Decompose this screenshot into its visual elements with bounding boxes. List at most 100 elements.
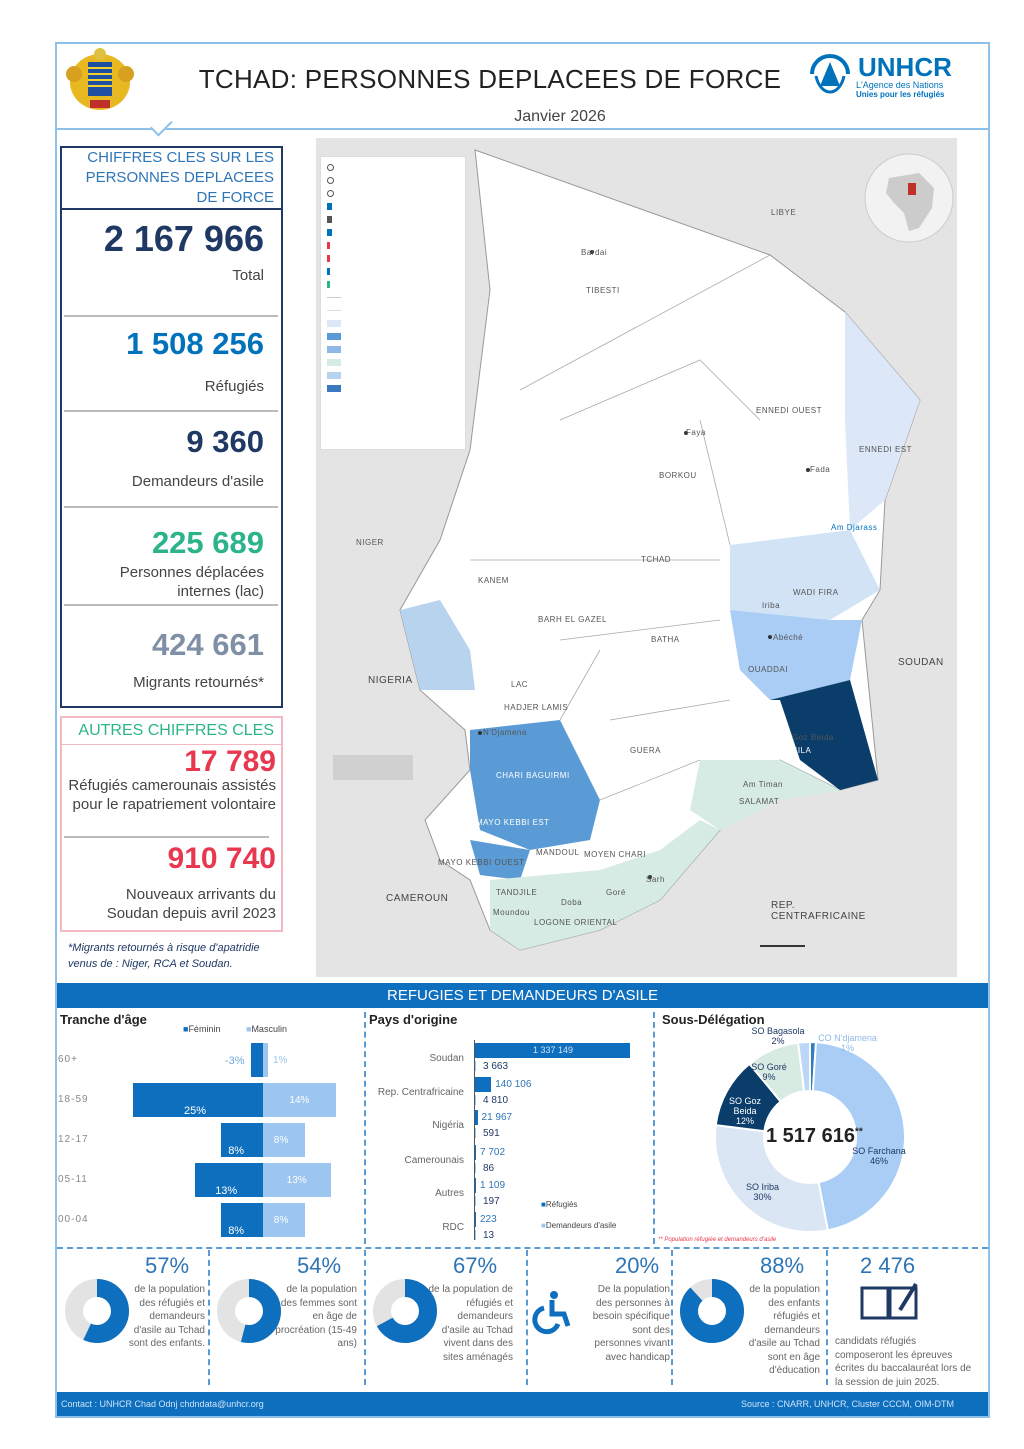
map-label: Bardai	[581, 248, 608, 257]
refugee-bar	[475, 1145, 476, 1160]
map-shapes	[333, 149, 921, 951]
unhcr-logo: UNHCR L'Agence des Nations Unies pour le…	[808, 52, 968, 102]
footer-bar: Contact : UNHCR Chad Odnj chdndata@unhcr…	[57, 1392, 988, 1416]
refugee-value: 21 967	[481, 1112, 513, 1123]
age-label: 12-17	[58, 1134, 89, 1145]
asylum-seekers-value: 9 360	[186, 424, 264, 459]
asylum-bar	[475, 1095, 476, 1105]
map-label: SALAMAT	[739, 797, 780, 806]
map-label: ENNEDI EST	[859, 445, 913, 454]
map-label: BARH EL GAZEL	[538, 615, 607, 624]
refugees-section-header: REFUGIES ET DEMANDEURS D'ASILE	[57, 983, 988, 1008]
region-sila	[770, 680, 878, 790]
legend-refugees: ■Réfugiés	[541, 1200, 578, 1209]
legend-asylum: ■Demandeurs d'asile	[541, 1221, 617, 1230]
female-bar-label: 8%	[228, 1145, 245, 1157]
map-label: KANEM	[478, 576, 509, 585]
unhcr-emblem-icon	[810, 54, 850, 94]
refugee-bar	[475, 1212, 476, 1227]
map-label: SILA	[792, 746, 812, 755]
asylum-value: 4 810	[483, 1095, 509, 1106]
region-borders	[470, 254, 771, 801]
female-bar	[221, 1123, 263, 1157]
map-label: LAC	[511, 680, 529, 689]
map-label: NIGERIA	[368, 675, 413, 686]
stat-donut-icon	[680, 1279, 744, 1343]
slice-label: SO Iriba 30%	[745, 1182, 779, 1202]
country-label: Nigéria	[432, 1120, 464, 1131]
country-label: Autres	[435, 1188, 464, 1199]
returnees-footnote: *Migrants retournés à risque d'apatridie…	[68, 942, 260, 970]
divider	[208, 1250, 210, 1385]
origin-chart-title: Pays d'origine	[369, 1012, 458, 1027]
country-label: Camerounais	[404, 1155, 464, 1166]
stat-text: de la population des femmes sont en âge …	[275, 1284, 357, 1349]
map-label: GUERA	[630, 746, 661, 755]
stat-value: 54%	[297, 1253, 342, 1278]
chad-coat-of-arms-icon	[66, 48, 134, 110]
chad-map[interactable]: LIBYE Bardai TIBESTI ENNEDI EST ENNEDI O…	[316, 138, 957, 977]
map-label: Abéché	[773, 633, 804, 642]
country-label: Rep. Centrafricaine	[377, 1087, 464, 1098]
total-label: Total	[232, 267, 264, 284]
stat-text: De la population des personnes à besoin …	[592, 1284, 670, 1363]
logo-subtitle: L'Agence des Nations	[856, 80, 944, 90]
map-label: Moundou	[493, 908, 530, 917]
slice-label: SO Goz Beida 12%	[728, 1096, 761, 1126]
age-chart-title: Tranche d'âge	[60, 1012, 147, 1027]
male-bar	[263, 1043, 269, 1077]
africa-locator-globe	[864, 153, 954, 243]
logo-subtitle-2: Unies pour les réfugiés	[856, 90, 945, 99]
region-chari-mayo	[470, 720, 600, 850]
map-label: Goré	[606, 888, 626, 897]
male-bar-label: 1%	[273, 1055, 288, 1066]
region-salamat	[690, 760, 840, 830]
returnees-label: Migrants retournés*	[133, 674, 264, 691]
map-label: Am Timan	[743, 780, 784, 789]
cameroon-repatriation-label: Réfugiés camerounais assistés pour le ra…	[68, 777, 276, 813]
map-label: Faya	[686, 428, 706, 437]
wheelchair-icon	[532, 1291, 571, 1335]
origin-axis	[474, 1040, 475, 1240]
female-bar-label: -3%	[225, 1055, 245, 1067]
male-bar	[263, 1083, 336, 1117]
other-figures-heading: AUTRES CHIFFRES CLES	[78, 722, 274, 739]
region-wadi-fira	[730, 530, 880, 620]
map-label: WADI FIRA	[793, 588, 839, 597]
divider	[57, 1247, 988, 1249]
slice-label: SO Goré 9%	[751, 1062, 787, 1082]
map-label: MANDOUL	[536, 848, 580, 857]
subdelegation-chart-title: Sous-Délégation	[662, 1012, 765, 1027]
asylum-value: 3 663	[483, 1061, 509, 1072]
asylum-bar	[475, 1061, 476, 1071]
stat-text: de la population de réfugiés et demandeu…	[428, 1284, 513, 1363]
map-label: Goz Beida	[792, 733, 834, 742]
total-value: 2 167 966	[103, 218, 264, 259]
legend-female: ■Féminin	[183, 1024, 221, 1034]
refugee-bar	[475, 1077, 492, 1092]
map-label: TANDJILE	[496, 888, 538, 897]
map-label: Am Djarass	[831, 523, 878, 532]
stat-donut-icon	[65, 1279, 129, 1343]
female-bar	[250, 1043, 263, 1077]
header-divider	[55, 128, 990, 130]
divider	[64, 836, 269, 838]
refugee-value: 1 109	[480, 1180, 506, 1191]
age-label: 05-11	[58, 1174, 88, 1185]
map-label: ENNEDI OUEST	[756, 406, 823, 415]
sudan-arrivals-label: Nouveaux arrivants du Soudan depuis avri…	[106, 886, 276, 922]
book-icon	[860, 1282, 918, 1320]
refugee-bar	[475, 1110, 478, 1125]
divider	[364, 1012, 366, 1244]
map-label: SOUDAN	[898, 657, 944, 668]
map-label: NIGER	[356, 538, 384, 547]
female-bar	[133, 1083, 263, 1117]
slice-label: SO Farchana 46%	[852, 1146, 906, 1166]
map-label: OUADDAI	[748, 665, 788, 674]
map-label: HADJER LAMIS	[504, 703, 569, 712]
female-bar	[195, 1163, 263, 1197]
male-bar-label: 13%	[286, 1175, 307, 1186]
page-title: TCHAD: PERSONNES DEPLACEES DE FORCE	[198, 64, 782, 94]
male-bar-label: 14%	[289, 1095, 310, 1106]
map-label: LIBYE	[771, 208, 797, 217]
